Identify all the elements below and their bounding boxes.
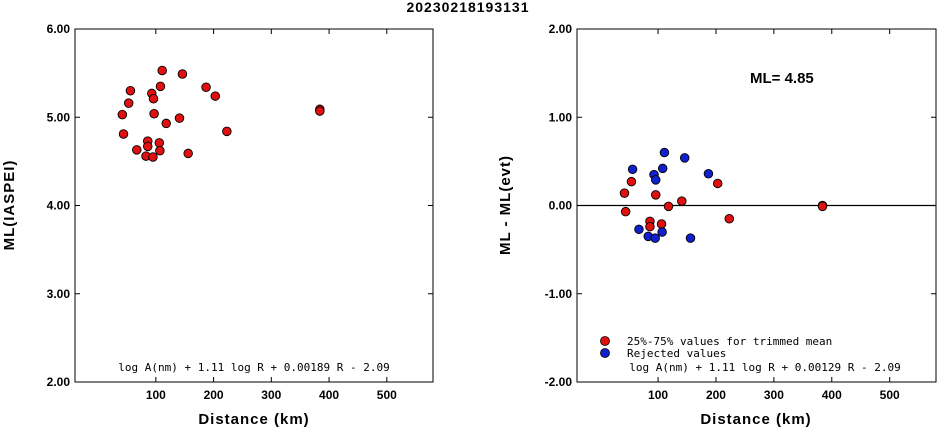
left-data-point-red: [161, 118, 171, 129]
left-panel: 2.00 3.00 4.00 5.00 6.00 100 200 300 400 500 log…: [1, 22, 434, 428]
right-data-point-blue: [703, 168, 714, 179]
right-data-point-red: [650, 190, 661, 200]
right-data-point-blue: [657, 163, 668, 174]
right-y-tick-label: -1.00: [545, 287, 573, 301]
right-y-axis-title: ML - ML(evt): [497, 155, 514, 255]
left-x-ticks: 100 200 300 400 500: [146, 29, 397, 402]
left-data-point-red: [210, 91, 221, 101]
left-data-point-red: [154, 138, 165, 148]
right-x-tick-label: 300: [764, 388, 784, 402]
right-data-point-blue: [650, 175, 661, 185]
right-data-point-red: [620, 206, 631, 217]
ml-annotation: ML= 4.85: [750, 70, 814, 87]
left-data-point-red: [118, 129, 129, 139]
right-formula: log A(nm) + 1.11 log R + 0.00129 R - 2.0…: [629, 361, 901, 374]
right-panel: -2.00 -1.00 0.00 1.00 2.00 100 200 300 400 500 M…: [497, 22, 937, 428]
right-x-tick-label: 400: [822, 388, 842, 402]
right-data-point-red: [645, 221, 655, 232]
right-data-point-red: [724, 213, 735, 224]
right-data-point-red: [712, 178, 723, 189]
left-x-axis-title: Distance (km): [198, 411, 309, 428]
left-data-point-red: [143, 141, 153, 152]
left-data-point-red: [148, 152, 158, 162]
left-points: [117, 65, 325, 162]
left-data-point-red: [148, 93, 159, 104]
left-data-point-red: [157, 65, 167, 76]
right-data-point-blue: [657, 227, 667, 237]
left-y-tick-label: 2.00: [47, 375, 71, 389]
left-data-point-red: [123, 98, 134, 108]
legend: 25%-75% values for trimmed mean Rejected…: [600, 335, 832, 360]
right-x-axis-title: Distance (km): [700, 411, 811, 428]
left-data-point-red: [155, 81, 166, 92]
right-y-tick-label: 2.00: [549, 22, 573, 36]
left-y-tick-label: 4.00: [47, 199, 71, 213]
right-points: [619, 147, 828, 243]
right-x-tick-label: 200: [706, 388, 726, 402]
left-data-point-red: [132, 145, 142, 155]
figure-title: 20230218193131: [406, 0, 529, 15]
right-data-point-red: [817, 201, 828, 212]
right-data-point-blue: [634, 224, 644, 235]
left-data-point-red: [117, 109, 128, 120]
legend-marker-rejected: [600, 348, 610, 358]
left-data-point-red: [183, 148, 193, 159]
legend-label-rejected: Rejected values: [627, 347, 726, 360]
left-x-tick-label: 300: [261, 388, 281, 402]
right-x-tick-label: 500: [880, 388, 900, 402]
left-data-point-red: [315, 106, 325, 116]
left-plot-frame: [74, 28, 434, 383]
right-data-point-red: [677, 196, 687, 206]
right-data-point-red: [663, 201, 674, 212]
left-data-point-red: [222, 126, 232, 137]
left-formula: log A(nm) + 1.11 log R + 0.00189 R - 2.0…: [118, 361, 390, 374]
right-x-ticks: 100 200 300 400 500: [648, 29, 900, 402]
left-y-tick-label: 5.00: [47, 110, 71, 124]
left-data-point-red: [125, 86, 136, 96]
left-y-tick-label: 6.00: [47, 22, 71, 36]
left-data-point-red: [177, 69, 188, 79]
left-data-point-red: [174, 113, 185, 123]
right-x-tick-label: 100: [648, 388, 668, 402]
right-data-point-red: [626, 176, 637, 187]
right-y-ticks: -2.00 -1.00 0.00 1.00 2.00: [545, 22, 936, 389]
left-y-tick-label: 3.00: [47, 287, 71, 301]
legend-label-trimmed: 25%-75% values for trimmed mean: [627, 335, 832, 348]
right-y-tick-label: 0.00: [549, 199, 573, 213]
left-data-point-red: [149, 108, 159, 119]
right-data-point-blue: [679, 153, 690, 163]
left-x-tick-label: 100: [146, 388, 166, 402]
right-data-point-blue: [659, 147, 670, 158]
right-data-point-blue: [627, 164, 638, 175]
left-x-tick-label: 400: [319, 388, 339, 402]
left-x-tick-label: 200: [204, 388, 224, 402]
left-y-ticks: 2.00 3.00 4.00 5.00 6.00: [47, 22, 433, 389]
legend-marker-trimmed: [600, 336, 610, 346]
right-data-point-blue: [650, 233, 660, 243]
left-data-point-red: [155, 146, 165, 156]
left-x-tick-label: 500: [377, 388, 397, 402]
right-y-tick-label: -2.00: [545, 375, 573, 389]
left-y-axis-title: ML(IASPEI): [1, 160, 18, 251]
left-data-point-red: [201, 82, 211, 92]
right-data-point-red: [656, 219, 667, 229]
right-data-point-red: [619, 188, 630, 198]
right-y-tick-label: 1.00: [549, 110, 573, 124]
right-data-point-blue: [685, 233, 696, 243]
